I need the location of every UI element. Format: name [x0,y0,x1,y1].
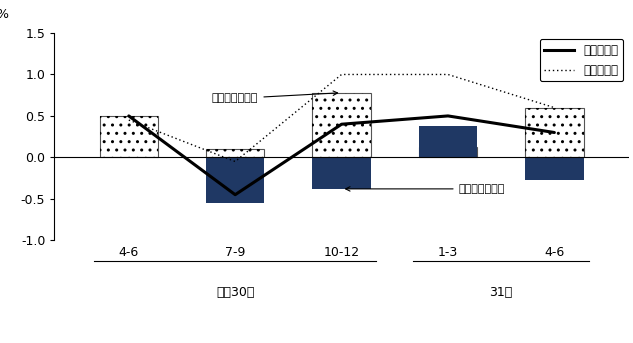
Bar [418,147,477,157]
Bar [206,149,265,157]
Text: %: % [0,8,9,21]
Bar [418,147,477,157]
Text: 平成30年: 平成30年 [216,286,254,299]
Bar [312,93,371,157]
Bar [525,108,584,157]
Bar [312,93,371,157]
Bar [206,157,265,203]
Legend: 実質成長率, 名目成長率: 実質成長率, 名目成長率 [539,39,623,81]
Text: 外需（寄与度）: 外需（寄与度） [346,184,505,194]
Bar [206,149,265,157]
Bar [312,157,371,189]
Bar [525,157,584,180]
Text: 内需（寄与度）: 内需（寄与度） [212,91,337,104]
Text: 31年: 31年 [489,286,513,299]
Bar [525,108,584,157]
Bar [418,126,477,157]
Bar [99,116,158,157]
Bar [99,116,158,157]
